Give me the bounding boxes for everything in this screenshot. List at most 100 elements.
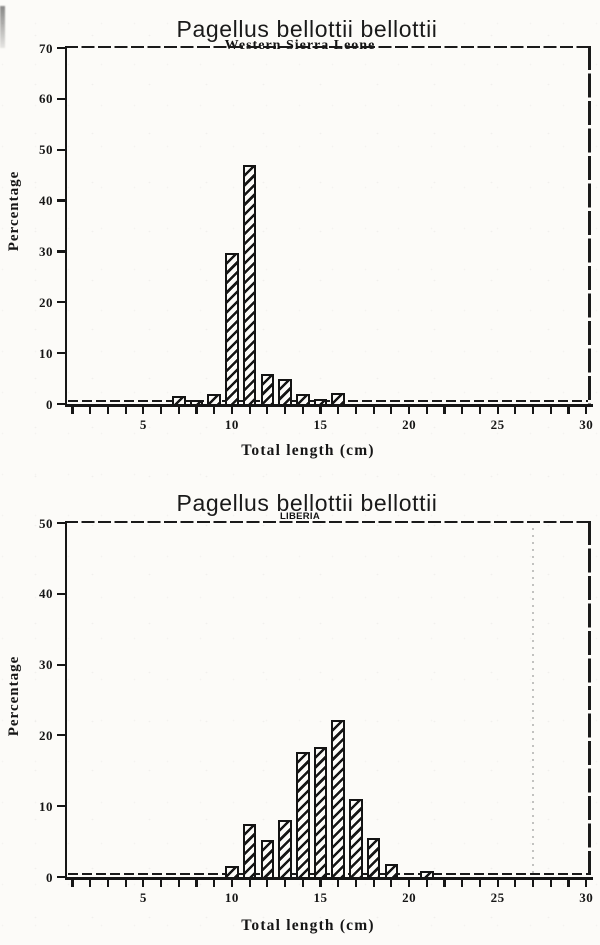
plot-frame-top xyxy=(65,520,591,523)
plot-frame-top xyxy=(65,45,591,48)
y-axis-tick-label: 0 xyxy=(46,396,53,412)
y-axis-tick-label: 40 xyxy=(39,586,53,602)
histogram-bar xyxy=(225,253,239,404)
histogram-bar xyxy=(366,838,381,877)
x-axis-tick xyxy=(213,406,216,414)
x-axis-tick xyxy=(142,879,145,887)
histogram-bar xyxy=(278,820,292,877)
x-axis-tick xyxy=(283,406,287,414)
x-axis-tick xyxy=(230,879,233,887)
y-axis-tick-label: 0 xyxy=(46,869,53,885)
x-axis-line xyxy=(64,404,593,407)
x-axis-tick xyxy=(213,879,216,887)
chart-title: Pagellus bellottii bellottii xyxy=(176,490,438,517)
histogram-bar xyxy=(313,746,328,877)
x-axis-label: Total length (cm) xyxy=(241,917,375,934)
x-axis-tick xyxy=(124,879,127,887)
y-axis-tick xyxy=(56,521,66,525)
x-axis-tick-label: 25 xyxy=(490,416,505,432)
x-axis-tick-label: 5 xyxy=(139,416,147,432)
x-axis-tick xyxy=(195,406,198,414)
y-axis-tick xyxy=(56,734,66,737)
y-axis-tick xyxy=(56,97,66,100)
x-axis-tick xyxy=(89,879,92,887)
x-axis-tick xyxy=(159,406,163,414)
y-axis-tick-label: 50 xyxy=(39,142,53,158)
scan-artifact xyxy=(0,6,5,48)
x-axis-tick xyxy=(425,879,428,887)
plot-area: 0 10 20 30 40 50 5 10 15 20 25 30 xyxy=(39,516,593,905)
histogram-bar xyxy=(260,373,275,404)
y-axis-tick xyxy=(56,148,66,151)
y-axis-tick-label: 50 xyxy=(39,515,53,531)
y-axis-tick-label: 40 xyxy=(39,193,53,209)
x-axis-tick xyxy=(248,406,251,414)
y-axis-tick-label: 20 xyxy=(39,727,53,743)
y-axis-tick-label: 30 xyxy=(39,243,53,259)
y-axis-tick xyxy=(56,352,66,355)
x-axis-tick-label: 30 xyxy=(579,416,594,432)
y-axis-tick xyxy=(56,592,66,595)
histogram-bar xyxy=(295,752,310,877)
x-axis-tick xyxy=(549,879,552,887)
x-axis-tick xyxy=(514,406,517,414)
x-axis-tick xyxy=(567,879,570,887)
y-axis-label: Percentage xyxy=(6,655,22,737)
x-axis-tick xyxy=(478,879,481,887)
x-axis-tick xyxy=(266,879,269,887)
histogram-bar xyxy=(207,393,221,404)
x-axis-tick xyxy=(496,879,499,887)
x-axis-tick xyxy=(89,406,92,414)
y-axis-tick xyxy=(56,250,66,253)
x-axis-tick xyxy=(71,879,74,887)
x-axis-tick xyxy=(106,406,109,414)
y-axis-tick xyxy=(56,402,66,406)
x-axis-tick xyxy=(549,406,552,414)
chart-subtitle: Western Sierra Leone xyxy=(0,38,600,54)
histogram-bar xyxy=(242,165,257,404)
x-axis-tick xyxy=(425,406,428,414)
histogram-bar xyxy=(331,719,345,877)
x-axis-tick xyxy=(531,879,535,887)
y-axis-tick xyxy=(56,301,66,304)
x-axis-tick-label: 25 xyxy=(490,889,505,905)
x-axis-tick xyxy=(142,406,145,414)
x-axis-tick xyxy=(319,879,322,887)
x-axis-tick xyxy=(71,406,74,414)
x-axis-tick xyxy=(390,879,393,887)
x-axis-tick xyxy=(106,879,109,887)
y-axis-line xyxy=(64,520,68,880)
x-axis-tick-label: 10 xyxy=(224,889,239,905)
x-axis-tick xyxy=(390,406,393,414)
x-axis-tick xyxy=(177,879,180,887)
x-axis-tick-label: 10 xyxy=(224,416,239,432)
x-axis-tick xyxy=(443,879,446,887)
x-axis-tick xyxy=(567,406,570,414)
y-axis-tick-label: 20 xyxy=(39,294,53,310)
y-axis-tick-label: 10 xyxy=(39,345,53,361)
x-axis-tick xyxy=(195,879,198,887)
x-axis-tick xyxy=(319,406,322,414)
chart-title: Pagellus bellottii bellottii xyxy=(176,16,438,43)
histogram-bar xyxy=(313,398,328,404)
x-axis-tick-label: 20 xyxy=(402,416,417,432)
y-axis-tick xyxy=(56,46,66,50)
y-axis-tick xyxy=(56,875,66,879)
histogram-bar xyxy=(384,864,399,877)
y-axis-tick-label: 70 xyxy=(39,40,53,56)
y-axis-tick-label: 60 xyxy=(39,91,53,107)
y-axis-tick xyxy=(56,199,66,202)
histogram-bar xyxy=(278,378,292,404)
y-axis-tick-label: 10 xyxy=(39,798,53,814)
x-axis-tick xyxy=(301,406,304,414)
x-axis-tick xyxy=(514,879,517,887)
y-axis-tick-label: 30 xyxy=(39,657,53,673)
x-axis-tick xyxy=(283,879,287,887)
x-axis-tick xyxy=(496,406,499,414)
y-axis-line xyxy=(64,45,68,407)
x-axis-tick-label: 20 xyxy=(402,889,417,905)
plot-frame-right xyxy=(588,520,591,878)
x-axis-tick xyxy=(372,406,375,414)
